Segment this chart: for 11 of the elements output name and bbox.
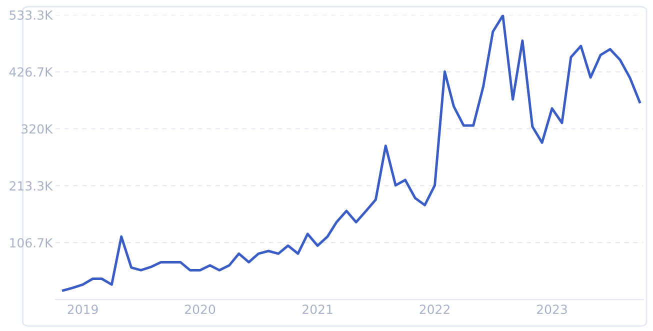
y-tick-label: 320K: [22, 124, 53, 134]
y-tick-label: 533.3K: [10, 10, 53, 20]
y-tick-label: 106.7K: [10, 238, 53, 248]
y-tick-label: 213.3K: [10, 181, 53, 191]
x-tick-label: 2019: [68, 304, 98, 314]
x-tick-label: 2022: [420, 304, 450, 314]
y-tick-label: 426.7K: [9, 67, 53, 77]
x-tick-label: 2020: [185, 304, 216, 314]
x-tick-label: 2023: [537, 304, 567, 314]
line-series: [62, 14, 641, 292]
x-tick-label: 2021: [302, 304, 332, 314]
